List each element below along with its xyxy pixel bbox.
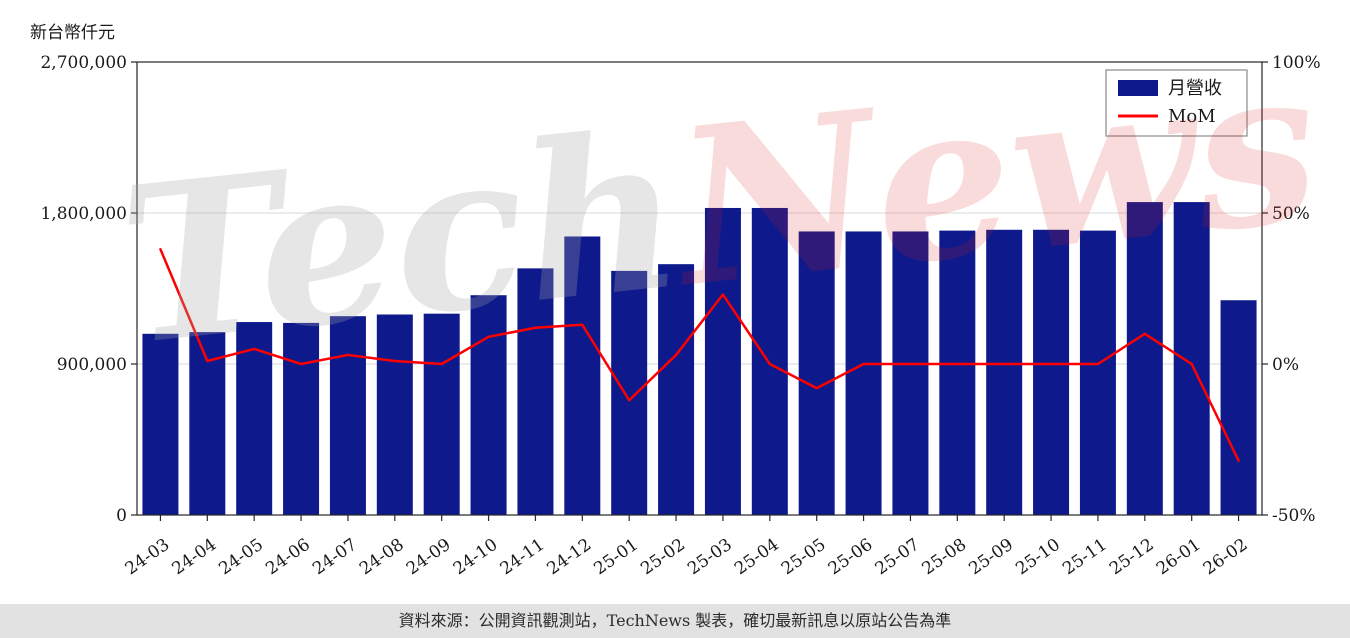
x-axis-tick-label: 24-08 [356, 535, 408, 579]
x-axis-tick-label: 24-12 [544, 535, 596, 579]
revenue-bar [845, 231, 882, 515]
x-axis-tick-label: 25-07 [872, 535, 924, 579]
x-axis-tick-label: 25-04 [731, 535, 783, 579]
legend-bar-swatch [1118, 80, 1158, 96]
x-axis-tick-label: 25-06 [825, 535, 877, 579]
x-axis-tick-label: 25-09 [965, 535, 1017, 579]
x-axis-tick-label: 25-01 [590, 535, 642, 579]
revenue-bar [329, 316, 366, 515]
revenue-bar [704, 207, 741, 515]
y-axis-left-tick-label: 900,000 [57, 355, 127, 375]
legend-box [1105, 69, 1248, 137]
y-axis-unit-label: 新台幣仟元 [30, 23, 115, 43]
chart-area: 0 900,000 1,800,000 2,700,000 -50% 0% 50% 100% 2… [40, 53, 1321, 579]
revenue-bar [1220, 300, 1257, 515]
x-axis-tick-label: 25-05 [778, 535, 830, 579]
revenue-bar [1126, 202, 1163, 515]
revenue-bar [986, 229, 1023, 515]
revenue-bar [1173, 202, 1210, 515]
x-axis-tick-label: 24-07 [309, 535, 361, 579]
y-axis-right-tick-label: 0% [1272, 355, 1299, 375]
revenue-bar [189, 332, 226, 515]
revenue-bar [470, 295, 507, 515]
revenue-bar [283, 322, 320, 515]
x-axis-tick-label: 25-03 [684, 535, 736, 579]
revenue-bar [517, 268, 554, 515]
x-axis-tick-label: 26-01 [1153, 535, 1205, 579]
y-axis-right-tick-label: 100% [1272, 53, 1321, 73]
x-axis-tick-label: 24-06 [262, 535, 314, 579]
x-axis-tick-label: 24-10 [450, 535, 502, 579]
revenue-bar [376, 314, 413, 515]
revenue-bar [611, 270, 648, 515]
revenue-bar [751, 207, 788, 515]
x-axis-tick-label: 25-11 [1059, 535, 1111, 579]
revenue-bar [892, 231, 929, 515]
revenue-bar [236, 322, 273, 515]
x-axis-tick-label: 26-02 [1200, 535, 1252, 579]
revenue-mom-chart: 0 900,000 1,800,000 2,700,000 -50% 0% 50% 100% 2… [40, 53, 1321, 579]
x-axis-tick-label: 25-08 [919, 535, 971, 579]
revenue-bar [564, 236, 601, 515]
revenue-bar [142, 333, 179, 515]
revenue-bar [939, 230, 976, 515]
legend-bar-label: 月營收 [1168, 78, 1222, 99]
revenue-bar [423, 313, 460, 515]
x-axis-tick-label: 25-10 [1012, 535, 1064, 579]
y-axis-left-tick-label: 2,700,000 [40, 53, 127, 73]
y-axis-left-tick-label: 0 [116, 506, 127, 526]
y-axis-right-tick-label: 50% [1272, 204, 1310, 224]
revenue-bar [658, 264, 695, 515]
y-axis-right-tick-label: -50% [1272, 506, 1316, 526]
revenue-bar [798, 231, 835, 515]
x-axis-tick-label: 25-02 [637, 535, 689, 579]
x-axis-tick-label: 24-09 [403, 535, 455, 579]
x-axis-tick-label: 24-03 [122, 535, 174, 579]
y-axis-left-tick-label: 1,800,000 [40, 204, 127, 224]
source-footer: 資料來源：公開資訊觀測站，TechNews 製表，確切最新訊息以原站公告為準 [0, 604, 1350, 638]
x-axis-tick-label: 24-11 [497, 535, 549, 579]
revenue-bar [1033, 229, 1070, 515]
x-axis-tick-label: 24-04 [169, 535, 221, 579]
plot-border [136, 61, 1263, 516]
mom-line [159, 247, 1240, 462]
x-axis-tick-label: 24-05 [215, 535, 267, 579]
x-axis-tick-label: 25-12 [1106, 535, 1158, 579]
legend-mom-label: MoM [1168, 106, 1216, 127]
revenue-bar [1079, 230, 1116, 515]
